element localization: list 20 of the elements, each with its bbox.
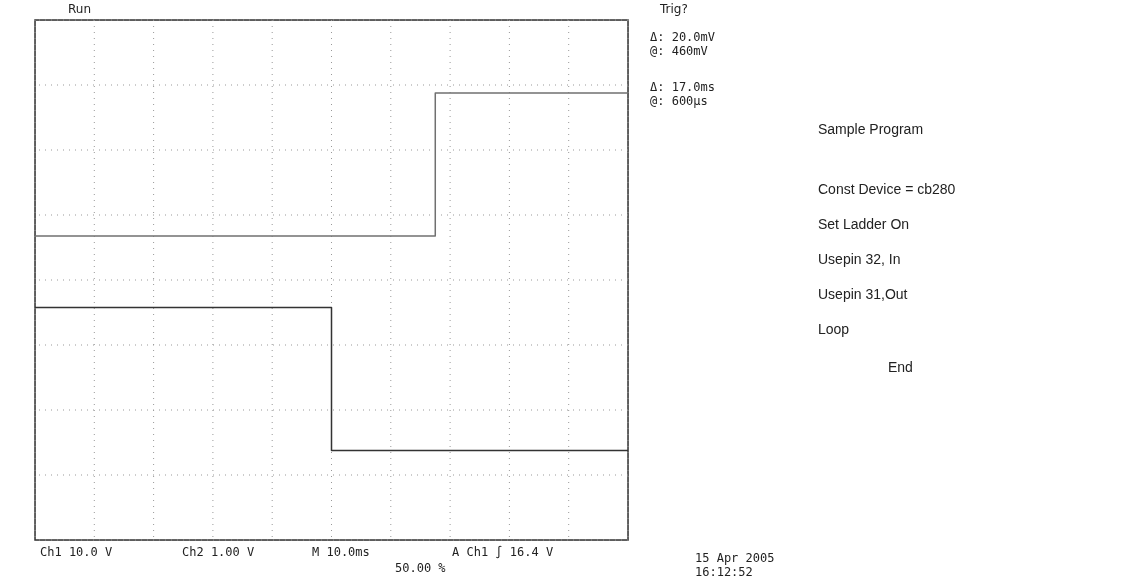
text: 50.00 % — [395, 561, 447, 575]
text: Usepin 31,Out — [818, 286, 908, 302]
text: A Ch1 ∫ 16.4 V — [452, 545, 554, 559]
text: Ch2 1.00 V — [182, 545, 255, 559]
text: 16:12:52 — [695, 565, 753, 577]
text: Run — [68, 2, 92, 16]
text: End — [888, 359, 913, 375]
text: Const Device = cb280 — [818, 181, 956, 197]
text: Usepin 32, In — [818, 251, 901, 267]
text: 15 Apr 2005 — [695, 551, 775, 565]
text: Trig? — [659, 2, 688, 16]
text: @: 600µs — [650, 94, 708, 108]
text: Loop — [818, 321, 850, 337]
text: Sample Program — [818, 121, 924, 137]
text: M 10.0ms — [312, 545, 370, 559]
text: Δ: 17.0ms — [650, 80, 716, 94]
text: Set Ladder On — [818, 216, 910, 232]
text: Δ: 20.0mV — [650, 30, 716, 44]
text: @: 460mV — [650, 44, 708, 58]
text: Ch1 10.0 V — [40, 545, 113, 559]
